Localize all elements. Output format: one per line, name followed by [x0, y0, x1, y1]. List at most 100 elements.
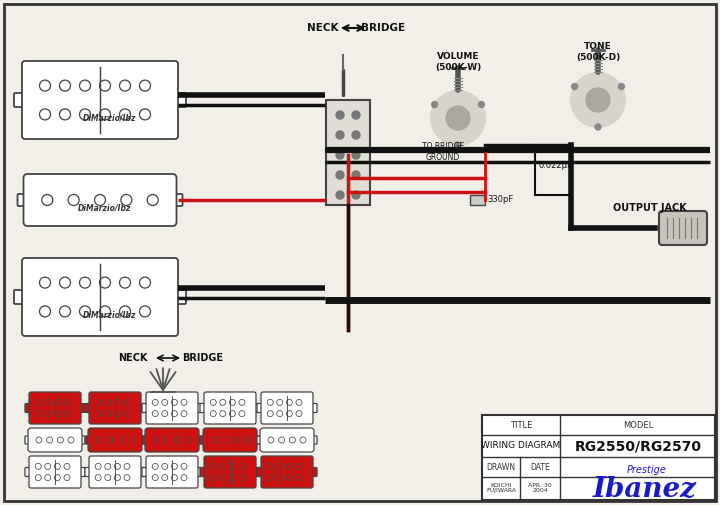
FancyBboxPatch shape	[14, 290, 26, 304]
FancyBboxPatch shape	[138, 403, 145, 413]
FancyBboxPatch shape	[28, 428, 82, 452]
Circle shape	[352, 131, 360, 139]
FancyBboxPatch shape	[174, 93, 186, 107]
FancyBboxPatch shape	[257, 403, 264, 413]
Circle shape	[478, 102, 485, 108]
Circle shape	[572, 83, 577, 89]
Circle shape	[431, 102, 438, 108]
Circle shape	[571, 73, 625, 127]
FancyBboxPatch shape	[310, 403, 317, 413]
Text: NECK: NECK	[307, 23, 338, 33]
FancyBboxPatch shape	[195, 403, 202, 413]
FancyBboxPatch shape	[145, 428, 199, 452]
FancyBboxPatch shape	[253, 436, 260, 444]
FancyBboxPatch shape	[25, 436, 32, 444]
FancyBboxPatch shape	[138, 436, 145, 444]
FancyBboxPatch shape	[659, 211, 707, 245]
FancyBboxPatch shape	[85, 403, 92, 413]
FancyBboxPatch shape	[88, 428, 142, 452]
FancyBboxPatch shape	[25, 403, 32, 413]
FancyBboxPatch shape	[146, 392, 198, 424]
Circle shape	[336, 191, 344, 199]
Circle shape	[352, 171, 360, 179]
FancyBboxPatch shape	[85, 468, 92, 477]
FancyBboxPatch shape	[253, 468, 260, 477]
Circle shape	[446, 106, 470, 130]
FancyBboxPatch shape	[200, 436, 207, 444]
FancyBboxPatch shape	[29, 456, 81, 488]
Text: BRIDGE: BRIDGE	[361, 23, 405, 33]
Text: DiMarzio/Ibz: DiMarzio/Ibz	[84, 114, 137, 123]
FancyBboxPatch shape	[195, 436, 202, 444]
FancyBboxPatch shape	[261, 392, 313, 424]
FancyBboxPatch shape	[261, 456, 313, 488]
FancyBboxPatch shape	[22, 61, 178, 139]
Text: OUTPUT JACK: OUTPUT JACK	[613, 203, 687, 213]
Circle shape	[618, 83, 624, 89]
Circle shape	[431, 91, 485, 145]
FancyBboxPatch shape	[138, 468, 145, 477]
FancyBboxPatch shape	[78, 468, 85, 477]
FancyBboxPatch shape	[310, 468, 317, 477]
Text: RG2550/RG2570: RG2550/RG2570	[575, 439, 701, 453]
FancyBboxPatch shape	[29, 392, 81, 424]
Text: WIRING DIAGRAM: WIRING DIAGRAM	[482, 441, 561, 450]
Circle shape	[352, 111, 360, 119]
Text: DRAWN: DRAWN	[487, 463, 516, 472]
FancyBboxPatch shape	[78, 403, 85, 413]
Text: BRIDGE: BRIDGE	[182, 353, 223, 363]
Text: TITLE: TITLE	[510, 421, 532, 429]
Text: Prestige: Prestige	[627, 465, 667, 475]
FancyBboxPatch shape	[195, 468, 202, 477]
Text: DATE: DATE	[530, 463, 550, 472]
Circle shape	[336, 111, 344, 119]
Circle shape	[336, 171, 344, 179]
Bar	[470, 195, 485, 205]
Text: TO BRIDGE
GROUND: TO BRIDGE GROUND	[422, 142, 464, 162]
Text: APR. 30
2004: APR. 30 2004	[528, 483, 552, 493]
FancyBboxPatch shape	[142, 436, 149, 444]
Text: DiMarzio/Ibz: DiMarzio/Ibz	[84, 311, 137, 320]
Text: VOLUME
(500K-W): VOLUME (500K-W)	[435, 53, 481, 72]
FancyBboxPatch shape	[89, 456, 141, 488]
FancyBboxPatch shape	[24, 174, 176, 226]
Circle shape	[352, 151, 360, 159]
FancyBboxPatch shape	[200, 468, 207, 477]
Text: MODEL: MODEL	[623, 421, 653, 429]
FancyBboxPatch shape	[14, 93, 26, 107]
FancyBboxPatch shape	[17, 194, 29, 206]
Circle shape	[352, 191, 360, 199]
FancyBboxPatch shape	[200, 403, 207, 413]
FancyBboxPatch shape	[260, 428, 314, 452]
FancyBboxPatch shape	[203, 428, 257, 452]
Text: Ibanez: Ibanez	[593, 476, 697, 502]
FancyBboxPatch shape	[257, 436, 264, 444]
Circle shape	[455, 142, 461, 148]
FancyBboxPatch shape	[204, 456, 256, 488]
FancyBboxPatch shape	[174, 290, 186, 304]
FancyBboxPatch shape	[142, 403, 149, 413]
Circle shape	[336, 151, 344, 159]
FancyBboxPatch shape	[310, 436, 317, 444]
FancyBboxPatch shape	[22, 258, 178, 336]
FancyBboxPatch shape	[253, 403, 260, 413]
Bar	[482, 415, 715, 500]
FancyBboxPatch shape	[85, 436, 92, 444]
Text: KOICHI
FUJIWARA: KOICHI FUJIWARA	[486, 483, 516, 493]
FancyBboxPatch shape	[25, 468, 32, 477]
Text: DiMarzio/Ibz: DiMarzio/Ibz	[78, 204, 132, 213]
FancyBboxPatch shape	[89, 392, 141, 424]
Text: 330pF: 330pF	[487, 195, 513, 205]
FancyBboxPatch shape	[257, 468, 264, 477]
Bar	[326, 100, 370, 205]
Text: NECK: NECK	[118, 353, 148, 363]
FancyBboxPatch shape	[78, 436, 85, 444]
Circle shape	[595, 124, 601, 130]
Circle shape	[586, 88, 610, 112]
FancyBboxPatch shape	[146, 456, 198, 488]
FancyBboxPatch shape	[142, 468, 149, 477]
Text: TONE
(500K-D): TONE (500K-D)	[576, 42, 620, 62]
Circle shape	[336, 131, 344, 139]
FancyBboxPatch shape	[171, 194, 182, 206]
Text: 0.022μF: 0.022μF	[538, 161, 572, 170]
